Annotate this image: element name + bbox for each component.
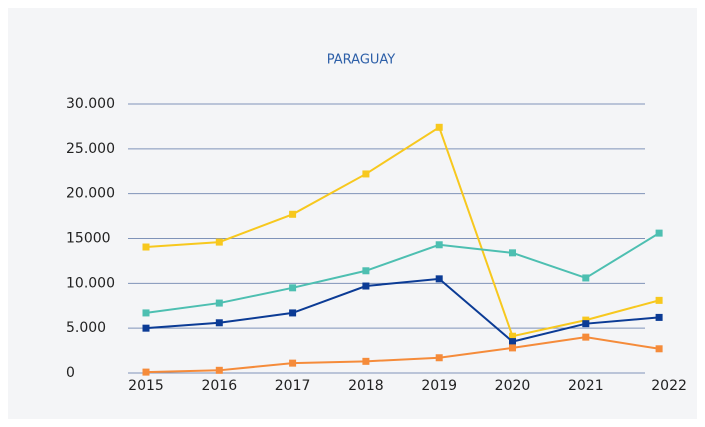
y-tick-label: 30.000 — [66, 96, 115, 112]
point-marker — [362, 282, 370, 290]
series-line — [145, 277, 660, 343]
point-marker — [582, 333, 590, 341]
point-marker — [655, 345, 663, 353]
y-tick-label: 15000 — [66, 231, 111, 247]
point-marker — [289, 284, 297, 292]
point-marker — [582, 316, 590, 324]
point-marker — [289, 210, 297, 218]
point-marker — [435, 275, 443, 283]
point-marker — [509, 344, 516, 352]
y-tick-label: 25.000 — [66, 141, 115, 157]
chart-background — [8, 8, 697, 419]
series-line — [145, 125, 660, 338]
x-tick-label: 2019 — [421, 378, 457, 394]
point-marker — [509, 332, 516, 340]
point-marker — [215, 299, 223, 307]
point-marker — [362, 357, 370, 365]
point-marker — [655, 313, 663, 321]
point-marker — [435, 354, 443, 362]
point-marker — [362, 170, 370, 178]
series-line — [145, 336, 660, 374]
point-marker — [509, 338, 516, 346]
point-marker — [142, 368, 150, 376]
point-marker — [582, 274, 590, 282]
x-tick-label: 2018 — [348, 378, 384, 394]
point-marker — [435, 241, 443, 249]
point-marker — [582, 320, 590, 328]
x-tick-label: 2022 — [651, 378, 687, 394]
point-marker — [142, 324, 150, 332]
point-marker — [142, 243, 150, 251]
point-marker — [289, 359, 297, 367]
x-tick-label: 2015 — [128, 378, 164, 394]
point-marker — [215, 366, 223, 374]
x-tick-label: 2017 — [275, 378, 311, 394]
point-marker — [215, 319, 223, 327]
x-tick-label: 2021 — [568, 378, 604, 394]
x-tick-label: 2020 — [495, 378, 531, 394]
point-marker — [142, 309, 150, 317]
y-tick-label: 0 — [66, 365, 75, 381]
point-marker — [435, 123, 443, 131]
chart-title: PARAGUAY — [327, 53, 396, 68]
series-line — [145, 232, 660, 314]
point-marker — [362, 267, 370, 275]
point-marker — [509, 249, 516, 257]
y-tick-label: 20.000 — [66, 186, 115, 202]
point-marker — [215, 238, 223, 246]
y-tick-label: 5.000 — [66, 320, 106, 336]
point-marker — [289, 309, 297, 317]
x-tick-label: 2016 — [201, 378, 237, 394]
y-tick-label: 10.000 — [66, 275, 115, 291]
point-marker — [655, 229, 663, 237]
point-marker — [655, 296, 663, 304]
